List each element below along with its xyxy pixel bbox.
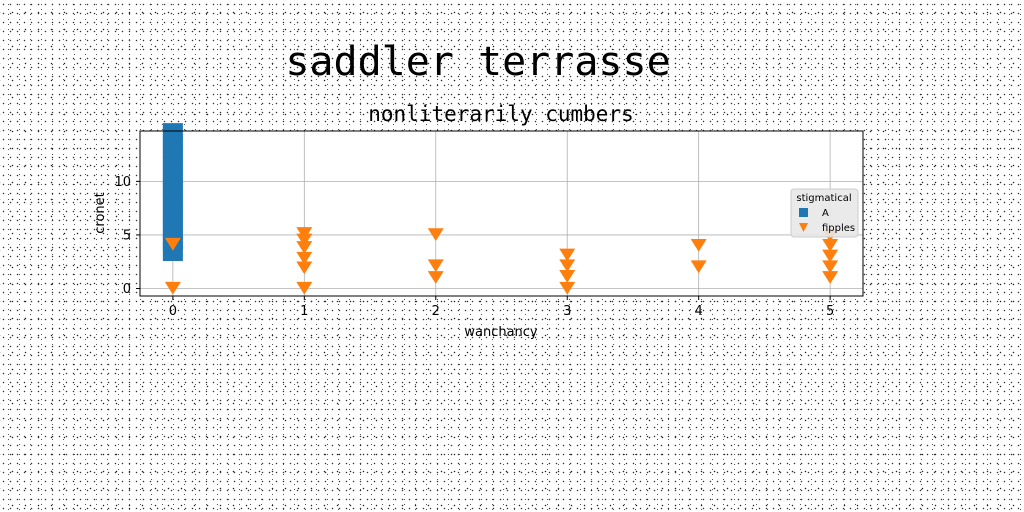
plot-frame	[139, 130, 864, 297]
plot-area	[140, 131, 863, 296]
data-point-fipples	[296, 233, 313, 247]
data-point-fipples	[164, 281, 181, 295]
data-point-fipples	[296, 227, 313, 240]
data-point-fipples	[822, 238, 839, 252]
data-point-fipples	[296, 261, 313, 275]
data-point-fipples	[559, 259, 576, 273]
data-point-fipples	[559, 270, 576, 283]
data-point-fipples	[164, 237, 181, 251]
figure-suptitle: saddler terrasse	[285, 39, 670, 85]
data-point-fipples	[559, 281, 576, 295]
legend-label-fipples: fipples	[822, 223, 855, 234]
x-tick-label: 5	[826, 304, 834, 319]
data-point-fipples	[690, 238, 707, 252]
data-point-fipples	[822, 260, 839, 274]
y-tick-label: 10	[114, 175, 131, 190]
data-point-fipples	[427, 271, 444, 284]
legend-title: stigmatical	[796, 193, 851, 204]
data-point-fipples	[427, 259, 444, 273]
y-tick-label: 0	[123, 282, 131, 297]
y-axis-label: cronet	[93, 192, 108, 234]
legend-box	[790, 188, 859, 238]
data-point-fipples	[559, 248, 576, 262]
y-tick-label: 5	[123, 228, 131, 243]
tick-marks: 0 1 2 3 4 5 0 5 10	[114, 175, 834, 319]
data-point-fipples	[822, 271, 839, 284]
x-tick-label: 3	[563, 304, 571, 319]
x-tick-label: 4	[695, 304, 703, 319]
data-point-fipples	[296, 241, 313, 254]
data-marks	[162, 123, 839, 295]
axes-title: nonliterarily cumbers	[368, 102, 634, 126]
data-point-a	[162, 123, 183, 144]
data-point-fipples	[427, 228, 444, 242]
x-tick-label: 2	[432, 304, 440, 319]
data-point-fipples	[296, 251, 313, 265]
x-axis-label: wanchancy	[464, 325, 538, 340]
x-tick-label: 0	[169, 304, 177, 319]
legend-label-a: A	[822, 208, 829, 219]
legend: stigmatical A fipples	[790, 188, 859, 238]
data-point-fipples	[296, 281, 313, 295]
x-tick-label: 1	[300, 304, 308, 319]
legend-marker-a	[799, 208, 808, 217]
data-point-fipples	[822, 249, 839, 263]
legend-marker-fipples	[799, 223, 808, 232]
data-point-fipples	[690, 260, 707, 274]
